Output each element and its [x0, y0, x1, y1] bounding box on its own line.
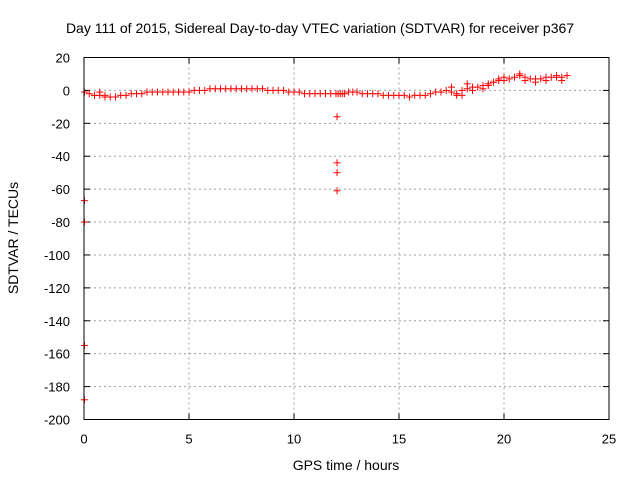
y-tick-label: -80: [51, 215, 70, 230]
y-tick-label: 20: [56, 51, 70, 66]
data-point: [532, 78, 539, 86]
data-point: [112, 93, 119, 101]
data-point: [542, 77, 550, 85]
data-point: [101, 93, 109, 101]
data-point: [458, 91, 466, 99]
y-tick-label: -60: [51, 182, 70, 197]
y-tick-label: -200: [44, 413, 70, 428]
data-point: [91, 91, 98, 99]
y-tick-label: -20: [51, 116, 70, 131]
tick-layer: 0 5 10 15 20 25 20 0 -20 -40 -60 -80 -100 -120 -140 -16…: [44, 51, 616, 447]
data-point: [421, 91, 429, 99]
x-tick-label: 15: [392, 432, 406, 447]
data-point: [333, 169, 341, 177]
data-point: [505, 75, 513, 83]
data-point: [185, 88, 193, 96]
data-point: [406, 93, 413, 101]
chart-title: Day 111 of 2015, Sidereal Day-to-day VTE…: [66, 20, 574, 36]
y-tick-label: -140: [44, 314, 70, 329]
data-point: [333, 187, 341, 195]
data-point: [500, 73, 508, 81]
data-point: [295, 88, 303, 96]
data-point: [495, 75, 503, 83]
data-point: [516, 70, 524, 78]
data-point: [374, 90, 382, 98]
data-point: [474, 83, 482, 91]
data-point: [400, 91, 408, 99]
data-point: [201, 86, 209, 94]
data-point: [259, 85, 266, 93]
x-tick-label: 25: [602, 432, 616, 447]
y-axis-label: SDTVAR / TECUs: [5, 182, 21, 294]
data-point: [333, 113, 341, 121]
data-point: [553, 72, 560, 80]
x-tick-label: 20: [497, 432, 511, 447]
data-point: [333, 159, 341, 167]
data-point: [85, 90, 93, 98]
data-point: [96, 88, 104, 96]
x-tick-label: 0: [80, 432, 87, 447]
data-point: [537, 75, 545, 83]
x-tick-label: 10: [287, 432, 301, 447]
data-point: [511, 73, 518, 81]
data-point: [563, 72, 571, 80]
x-axis-label: GPS time / hours: [293, 457, 400, 473]
data-point: [122, 91, 130, 99]
x-tick-label: 5: [185, 432, 192, 447]
data-point: [353, 88, 361, 96]
y-tick-label: -160: [44, 347, 70, 362]
data-point: [138, 90, 146, 98]
y-tick-label: 0: [63, 83, 70, 98]
data-point: [280, 86, 287, 94]
data-point: [521, 77, 529, 85]
data-point: [427, 90, 434, 98]
data-point: [448, 83, 455, 91]
plot-frame: [83, 57, 610, 420]
data-point: [558, 77, 566, 85]
y-tick-label: -100: [44, 248, 70, 263]
y-tick-label: -40: [51, 149, 70, 164]
data-point: [442, 86, 450, 94]
data-point: [437, 88, 445, 96]
data-point: [463, 80, 471, 88]
grid-layer: [84, 57, 609, 420]
y-tick-label: -120: [44, 281, 70, 296]
data-point: [484, 81, 492, 89]
data-point: [490, 78, 497, 86]
data-point: [479, 85, 487, 93]
y-tick-label: -180: [44, 380, 70, 395]
data-point: [469, 86, 476, 94]
data-point: [340, 90, 348, 98]
